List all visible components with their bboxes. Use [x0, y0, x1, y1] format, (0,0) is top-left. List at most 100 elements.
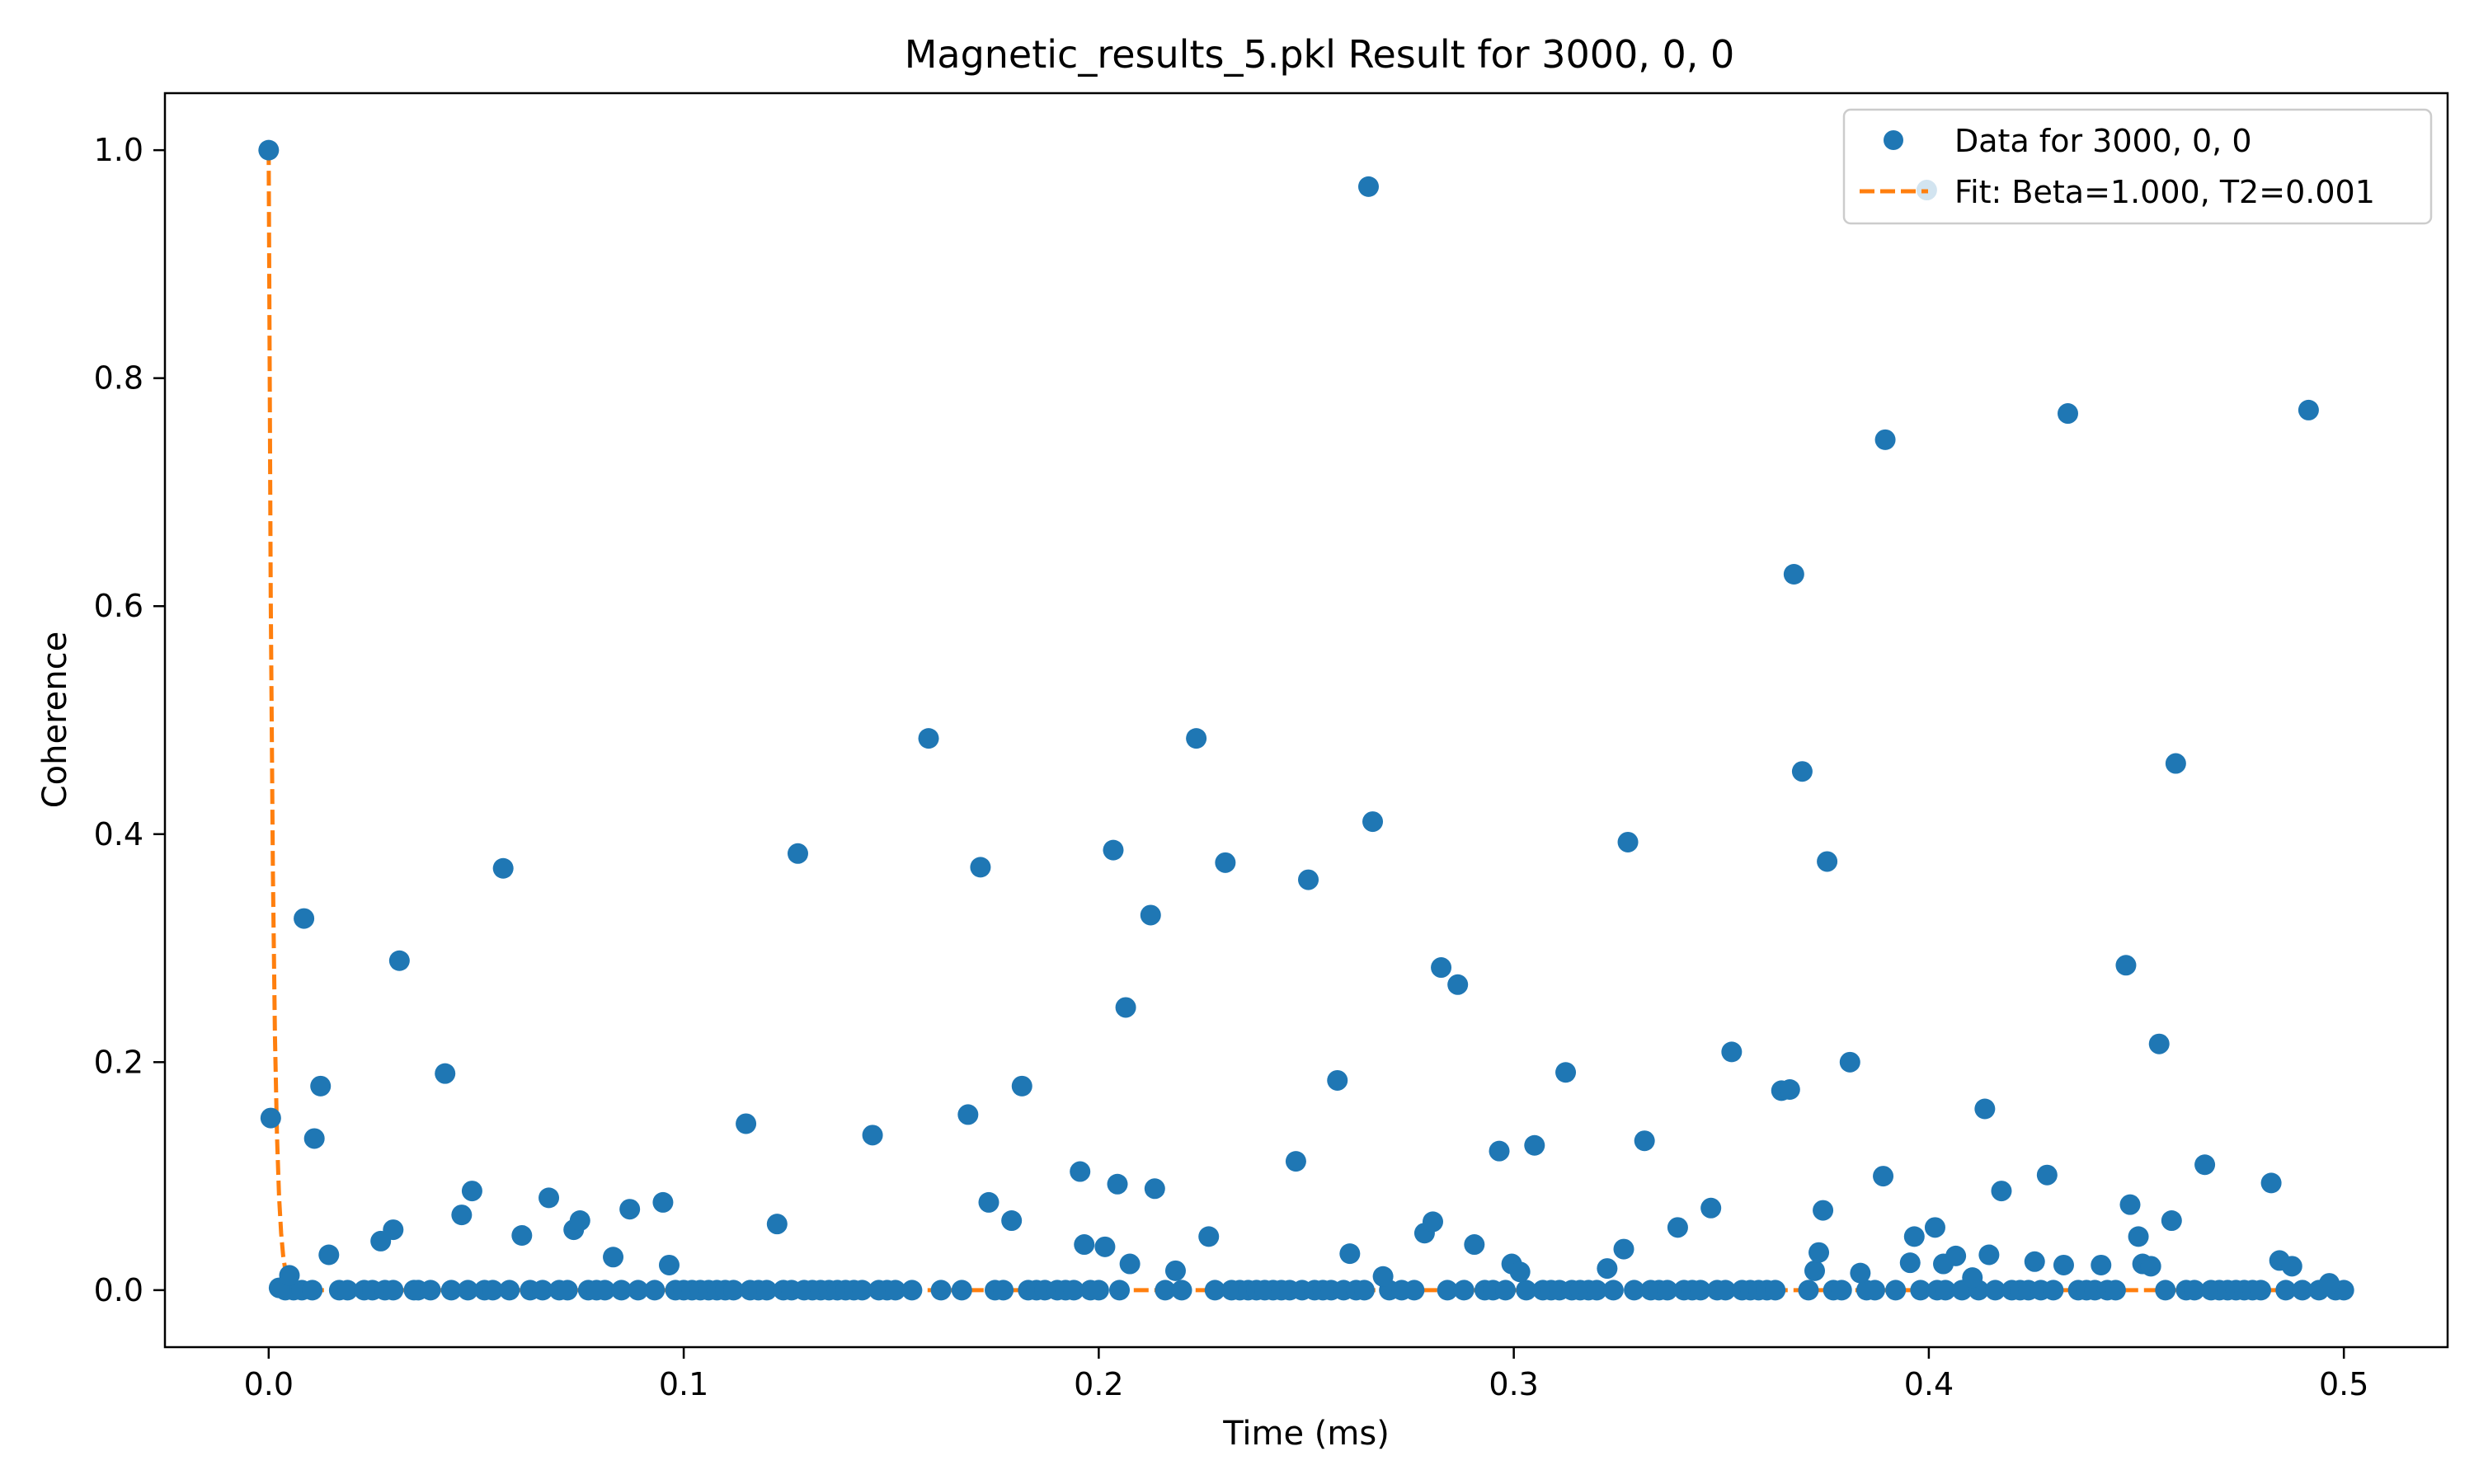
- data-point: [492, 857, 514, 879]
- data-point: [1524, 1134, 1545, 1156]
- data-point: [901, 1280, 923, 1301]
- data-point: [303, 1128, 325, 1149]
- data-point: [1115, 997, 1136, 1018]
- data-point: [569, 1210, 590, 1232]
- data-point: [862, 1125, 883, 1146]
- data-point: [451, 1205, 473, 1226]
- y-tick-label: 0.8: [94, 360, 143, 397]
- data-point: [1285, 1151, 1306, 1172]
- data-point: [652, 1191, 674, 1213]
- data-point: [2184, 1280, 2205, 1301]
- data-point: [1516, 1280, 1537, 1301]
- data-point: [2036, 1164, 2058, 1186]
- data-point: [1204, 1280, 1225, 1301]
- data-point: [1910, 1280, 1931, 1301]
- data-point: [260, 1107, 281, 1129]
- x-tick-label: 0.2: [1074, 1366, 1123, 1402]
- data-point: [1198, 1226, 1220, 1247]
- data-point: [1765, 1280, 1786, 1301]
- data-point: [1495, 1280, 1517, 1301]
- data-point: [2260, 1172, 2282, 1194]
- data-point: [1991, 1181, 2012, 1202]
- data-point: [1586, 1280, 1607, 1301]
- data-point: [336, 1280, 358, 1301]
- data-point: [2043, 1280, 2064, 1301]
- chart-title: Magnetic_results_5.pkl Result for 3000, …: [905, 32, 1735, 77]
- data-point: [302, 1280, 323, 1301]
- data-point: [1464, 1234, 1485, 1256]
- data-point: [1453, 1280, 1475, 1301]
- data-point: [1011, 1075, 1032, 1097]
- data-point: [1798, 1280, 1819, 1301]
- data-point: [1873, 1166, 1894, 1187]
- data-point: [766, 1214, 788, 1235]
- legend-label-fit: Fit: Beta=1.000, T2=0.001: [1954, 174, 2375, 210]
- data-point: [2058, 403, 2079, 425]
- data-point: [1617, 831, 1639, 852]
- data-point: [2119, 1194, 2141, 1215]
- data-point: [2194, 1154, 2216, 1176]
- y-tick-label: 0.0: [94, 1272, 143, 1308]
- data-point: [420, 1280, 441, 1301]
- data-point: [1555, 1062, 1577, 1083]
- data-point: [2105, 1280, 2126, 1301]
- data-point: [1804, 1260, 1826, 1281]
- data-point: [2115, 955, 2137, 976]
- data-point: [1903, 1226, 1925, 1247]
- legend: Data for 3000, 0, 0 Fit: Beta=1.000, T2=…: [1842, 108, 2433, 225]
- data-point: [388, 950, 410, 971]
- data-point: [435, 1063, 456, 1084]
- x-tick-label: 0.4: [1904, 1366, 1954, 1402]
- data-point: [1489, 1140, 1510, 1162]
- data-point: [1978, 1244, 2000, 1266]
- data-point: [461, 1181, 482, 1202]
- data-point: [383, 1280, 404, 1301]
- data-point: [1657, 1280, 1678, 1301]
- data-point: [1509, 1261, 1531, 1283]
- data-point: [2128, 1226, 2149, 1247]
- data-point: [603, 1247, 624, 1268]
- data-point: [1327, 1069, 1348, 1091]
- data-point: [457, 1280, 478, 1301]
- data-point: [1924, 1217, 1945, 1238]
- data-point: [2161, 1210, 2182, 1232]
- data-point: [1171, 1280, 1192, 1301]
- data-point: [1962, 1267, 1983, 1289]
- legend-marker-data: [1884, 130, 1903, 150]
- data-point: [2053, 1254, 2074, 1275]
- data-point: [1613, 1238, 1634, 1260]
- data-point: [1144, 1178, 1165, 1200]
- data-point: [1353, 1280, 1375, 1301]
- data-point: [1808, 1242, 1830, 1263]
- data-point: [1437, 1280, 1458, 1301]
- data-point: [1109, 1280, 1131, 1301]
- data-point: [644, 1280, 666, 1301]
- data-point: [756, 1280, 778, 1301]
- data-point: [1298, 869, 1319, 890]
- data-point: [993, 1280, 1014, 1301]
- data-point: [1935, 1280, 1956, 1301]
- data-point: [511, 1224, 533, 1246]
- data-point: [885, 1280, 906, 1301]
- x-tick-label: 0.1: [659, 1366, 708, 1402]
- data-point: [2148, 1033, 2170, 1054]
- data-point: [1372, 1266, 1394, 1287]
- data-point: [1164, 1260, 1186, 1281]
- data-point: [2165, 753, 2186, 774]
- data-point: [1597, 1258, 1618, 1280]
- data-point: [1602, 1280, 1624, 1301]
- data-point: [787, 843, 808, 864]
- data-point: [1634, 1130, 1655, 1152]
- plot-area-background: [165, 93, 2448, 1347]
- data-point: [1001, 1210, 1023, 1232]
- data-point: [851, 1280, 872, 1301]
- data-point: [918, 728, 939, 749]
- y-tick-label: 0.6: [94, 588, 143, 624]
- data-point: [2275, 1280, 2297, 1301]
- data-point: [1667, 1217, 1688, 1238]
- data-point: [1974, 1098, 1996, 1120]
- data-point: [2024, 1251, 2045, 1272]
- data-point: [930, 1280, 952, 1301]
- data-point: [978, 1191, 999, 1213]
